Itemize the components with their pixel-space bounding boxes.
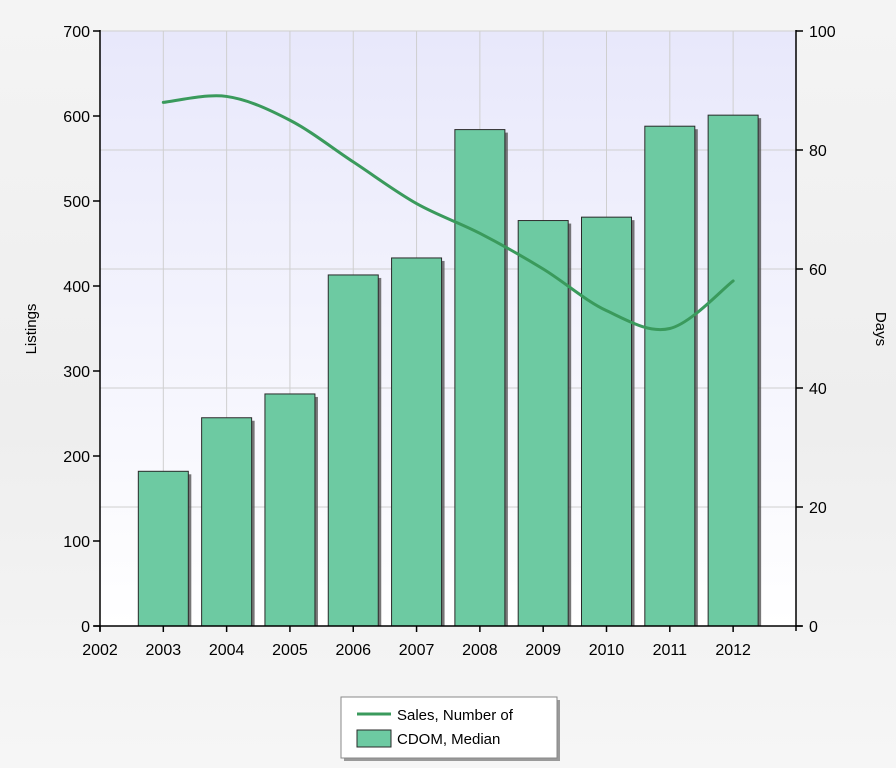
line-series — [161, 94, 735, 332]
left-axis-tick-label: 200 — [63, 449, 90, 466]
legend-box — [340, 696, 558, 759]
x-axis-tick-label: 2008 — [462, 642, 498, 659]
right-axis-tick-label: 20 — [809, 500, 827, 517]
legend-label-cdom: CDOM, Median — [397, 731, 500, 748]
left-axis-tick-label: 400 — [63, 279, 90, 296]
x-axis-tick-label: 2004 — [209, 642, 245, 659]
bar — [517, 220, 569, 627]
bar — [391, 257, 443, 627]
x-axis-tick-label: 2007 — [399, 642, 435, 659]
left-axis-tick-label: 100 — [63, 534, 90, 551]
x-axis-tick-label: 2002 — [82, 642, 118, 659]
x-axis-tick-label: 2012 — [715, 642, 751, 659]
x-axis-tick-label: 2003 — [146, 642, 182, 659]
bar — [201, 417, 253, 627]
bar — [264, 393, 316, 627]
left-axis-tick-label: 300 — [63, 364, 90, 381]
sales-line — [161, 94, 735, 332]
left-axis-tick-label: 600 — [63, 109, 90, 126]
left-axis-tick-label: 700 — [63, 24, 90, 41]
x-axis-tick-label: 2005 — [272, 642, 308, 659]
legend-label-sales: Sales, Number of — [397, 707, 514, 724]
bar-series — [137, 114, 762, 627]
bar — [644, 125, 696, 627]
x-axis-tick-label: 2006 — [335, 642, 371, 659]
bar — [137, 470, 189, 627]
right-axis-tick-label: 80 — [809, 143, 827, 160]
legend-bar-swatch — [356, 729, 392, 748]
bar — [707, 114, 759, 627]
x-axis-tick-label: 2010 — [589, 642, 625, 659]
left-axis-tick-label: 0 — [81, 619, 90, 636]
axes: 0 100 200 300 400 500 600 700 0 20 40 60 80 100 2002 20… — [23, 24, 889, 659]
left-axis-tick-label: 500 — [63, 194, 90, 211]
right-axis-tick-label: 60 — [809, 262, 827, 279]
x-axis-tick-label: 2011 — [653, 642, 688, 659]
legend: Sales, Number of CDOM, Median — [340, 696, 560, 761]
y2-axis-title: Days — [872, 312, 889, 346]
right-axis-tick-label: 40 — [809, 381, 827, 398]
right-axis-tick-label: 0 — [809, 619, 818, 636]
y-axis-title: Listings — [23, 304, 40, 355]
x-axis-tick-label: 2009 — [525, 642, 561, 659]
bar — [327, 274, 379, 627]
right-axis-tick-label: 100 — [809, 24, 836, 41]
bar — [581, 216, 633, 627]
bar — [454, 129, 506, 627]
